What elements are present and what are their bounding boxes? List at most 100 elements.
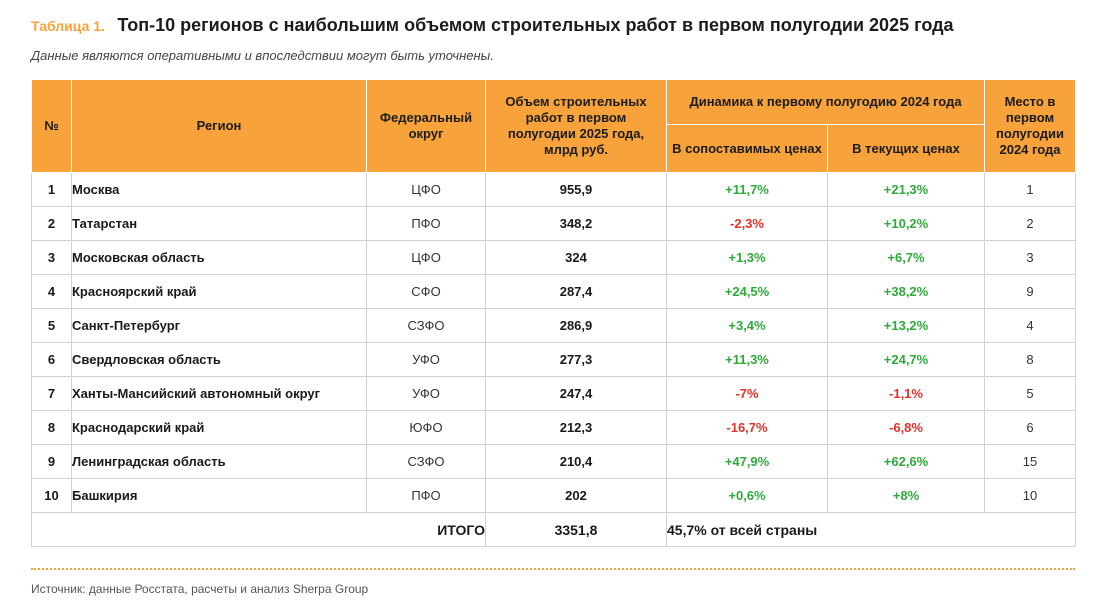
rank-cell: 5 — [31, 308, 72, 343]
region-cell: Краснодарский край — [71, 410, 367, 445]
rank-cell: 3 — [31, 240, 72, 275]
region-cell: Башкирия — [71, 478, 367, 513]
district-cell: УФО — [366, 376, 486, 411]
current-change-cell: -1,1% — [827, 376, 985, 411]
region-cell: Свердловская область — [71, 342, 367, 377]
region-cell: Красноярский край — [71, 274, 367, 309]
place-2024-cell: 1 — [984, 172, 1076, 207]
comparable-change-cell: -16,7% — [666, 410, 828, 445]
volume-cell: 202 — [485, 478, 667, 513]
table-row: 1 Москва ЦФО 955,9 +11,7% +21,3% 1 — [31, 172, 1076, 207]
table-row: 9 Ленинградская область СЗФО 210,4 +47,9% +62… — [31, 444, 1076, 479]
comparable-change-cell: +3,4% — [666, 308, 828, 343]
district-cell: ЦФО — [366, 240, 486, 275]
district-cell: ПФО — [366, 206, 486, 241]
table-row: 6 Свердловская область УФО 277,3 +11,3% +24,7… — [31, 342, 1076, 377]
volume-cell: 324 — [485, 240, 667, 275]
rank-cell: 1 — [31, 172, 72, 207]
place-2024-cell: 5 — [984, 376, 1076, 411]
volume-cell: 287,4 — [485, 274, 667, 309]
current-change-cell: +24,7% — [827, 342, 985, 377]
place-2024-cell: 4 — [984, 308, 1076, 343]
table-row: 4 Красноярский край СФО 287,4 +24,5% +38,2% 9 — [31, 274, 1076, 309]
volume-cell: 210,4 — [485, 444, 667, 479]
district-cell: ЮФО — [366, 410, 486, 445]
district-cell: СЗФО — [366, 444, 486, 479]
region-cell: Москва — [71, 172, 367, 207]
rank-cell: 7 — [31, 376, 72, 411]
current-change-cell: -6,8% — [827, 410, 985, 445]
district-cell: УФО — [366, 342, 486, 377]
current-change-cell: +6,7% — [827, 240, 985, 275]
district-cell: ПФО — [366, 478, 486, 513]
place-2024-cell: 6 — [984, 410, 1076, 445]
header-district: Федеральный округ — [366, 79, 486, 173]
footer-divider — [31, 568, 1075, 570]
table-title-row: Таблица 1. Топ-10 регионов с наибольшим … — [31, 15, 954, 36]
rank-cell: 8 — [31, 410, 72, 445]
place-2024-cell: 8 — [984, 342, 1076, 377]
place-2024-cell: 9 — [984, 274, 1076, 309]
rank-cell: 4 — [31, 274, 72, 309]
header-rank: № — [31, 79, 72, 173]
table-row: 8 Краснодарский край ЮФО 212,3 -16,7% -6,8% 6 — [31, 410, 1076, 445]
current-change-cell: +38,2% — [827, 274, 985, 309]
comparable-change-cell: +47,9% — [666, 444, 828, 479]
current-change-cell: +13,2% — [827, 308, 985, 343]
table-row: 7 Ханты-Мансийский автономный округ УФО 247… — [31, 376, 1076, 411]
district-cell: ЦФО — [366, 172, 486, 207]
comparable-change-cell: -2,3% — [666, 206, 828, 241]
volume-cell: 247,4 — [485, 376, 667, 411]
total-label: ИТОГО — [31, 512, 486, 547]
region-cell: Санкт-Петербург — [71, 308, 367, 343]
region-cell: Ханты-Мансийский автономный округ — [71, 376, 367, 411]
place-2024-cell: 10 — [984, 478, 1076, 513]
volume-cell: 286,9 — [485, 308, 667, 343]
place-2024-cell: 2 — [984, 206, 1076, 241]
header-place: Место в первом полугодии 2024 года — [984, 79, 1076, 173]
comparable-change-cell: +0,6% — [666, 478, 828, 513]
district-cell: СФО — [366, 274, 486, 309]
rank-cell: 9 — [31, 444, 72, 479]
current-change-cell: +10,2% — [827, 206, 985, 241]
table-row: 3 Московская область ЦФО 324 +1,3% +6,7% 3 — [31, 240, 1076, 275]
current-change-cell: +21,3% — [827, 172, 985, 207]
table-row: 2 Татарстан ПФО 348,2 -2,3% +10,2% 2 — [31, 206, 1076, 241]
total-share: 45,7% от всей страны — [666, 512, 1076, 547]
place-2024-cell: 3 — [984, 240, 1076, 275]
rank-cell: 6 — [31, 342, 72, 377]
rank-cell: 2 — [31, 206, 72, 241]
volume-cell: 212,3 — [485, 410, 667, 445]
comparable-change-cell: -7% — [666, 376, 828, 411]
rank-cell: 10 — [31, 478, 72, 513]
table-body: 1 Москва ЦФО 955,9 +11,7% +21,3% 1 2 Татарстан ПФ… — [31, 172, 1076, 513]
total-row: ИТОГО 3351,8 45,7% от всей страны — [31, 512, 1076, 547]
region-cell: Московская область — [71, 240, 367, 275]
volume-cell: 955,9 — [485, 172, 667, 207]
volume-cell: 348,2 — [485, 206, 667, 241]
place-2024-cell: 15 — [984, 444, 1076, 479]
volume-cell: 277,3 — [485, 342, 667, 377]
table-title: Топ-10 регионов с наибольшим объемом стр… — [117, 15, 954, 35]
header-dynamics: Динамика к первому полугодию 2024 года — [666, 79, 985, 125]
table-row: 10 Башкирия ПФО 202 +0,6% +8% 10 — [31, 478, 1076, 513]
comparable-change-cell: +11,3% — [666, 342, 828, 377]
table-subtitle: Данные являются оперативными и впоследст… — [31, 48, 494, 63]
header-current: В текущих ценах — [827, 124, 985, 173]
current-change-cell: +62,6% — [827, 444, 985, 479]
table-row: 5 Санкт-Петербург СЗФО 286,9 +3,4% +13,2% 4 — [31, 308, 1076, 343]
regions-table: № Регион Федеральный округ Объем строите… — [31, 79, 1076, 547]
region-cell: Татарстан — [71, 206, 367, 241]
table-number: Таблица 1. — [31, 18, 105, 34]
header-volume: Объем строительных работ в первом полуго… — [485, 79, 667, 173]
comparable-change-cell: +1,3% — [666, 240, 828, 275]
comparable-change-cell: +11,7% — [666, 172, 828, 207]
comparable-change-cell: +24,5% — [666, 274, 828, 309]
region-cell: Ленинградская область — [71, 444, 367, 479]
source-note: Источник: данные Росстата, расчеты и ана… — [31, 582, 369, 596]
header-comparable: В сопоставимых ценах — [666, 124, 828, 173]
header-region: Регион — [71, 79, 367, 173]
total-volume: 3351,8 — [485, 512, 667, 547]
current-change-cell: +8% — [827, 478, 985, 513]
district-cell: СЗФО — [366, 308, 486, 343]
